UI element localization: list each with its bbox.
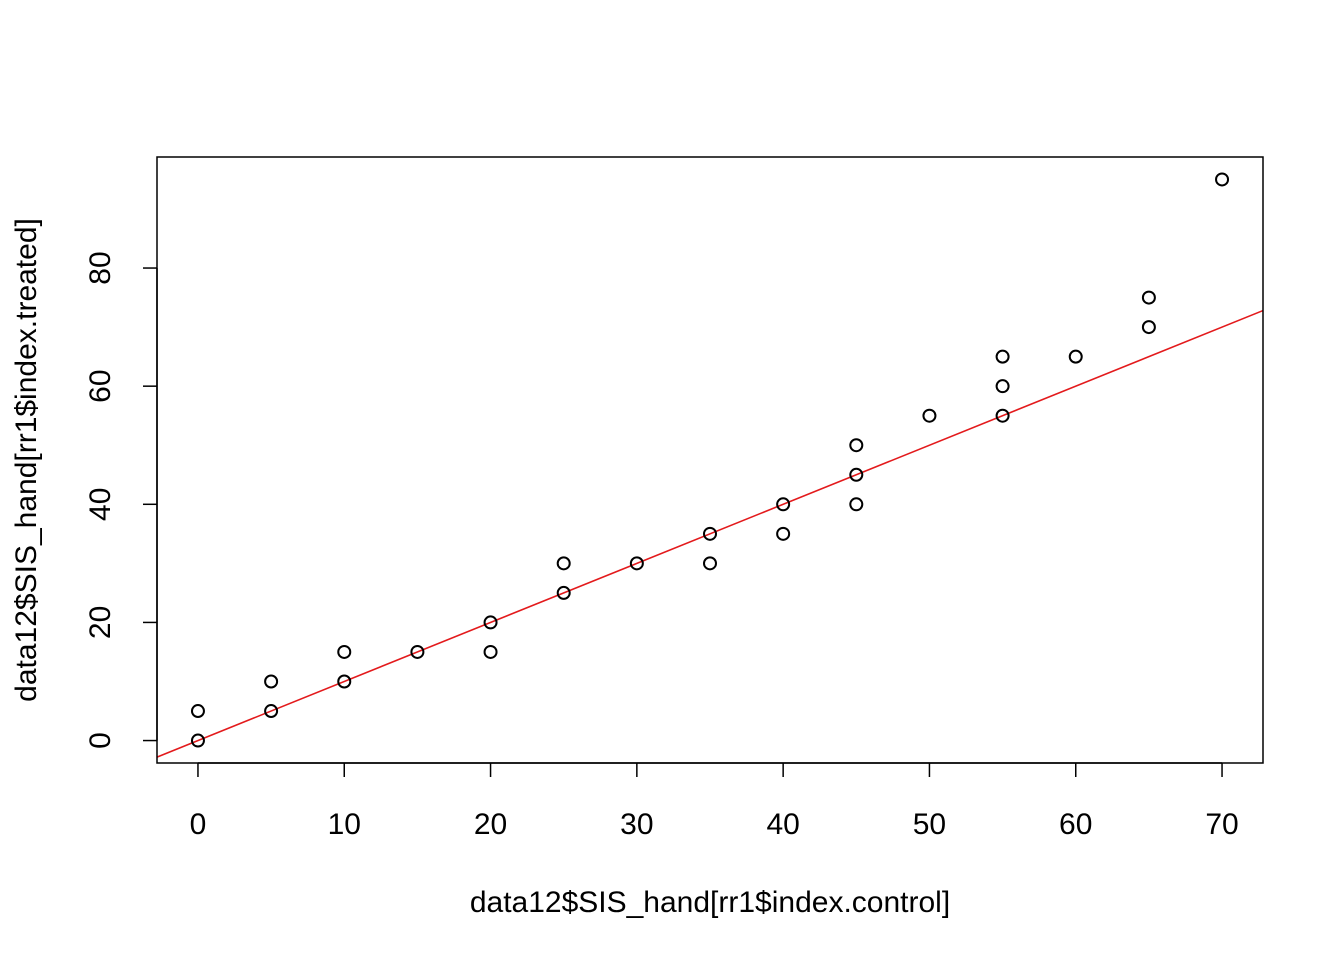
data-point <box>776 497 791 512</box>
data-point <box>337 674 352 689</box>
data-point <box>190 704 205 719</box>
data-point <box>703 526 717 541</box>
x-tick-label: 10 <box>328 808 361 841</box>
y-axis: 0 20 40 60 80 <box>84 251 158 749</box>
data-point <box>556 585 571 600</box>
data-point <box>410 644 425 659</box>
x-tick-label: 20 <box>474 808 507 841</box>
data-point <box>556 556 571 571</box>
data-point <box>1141 320 1156 335</box>
x-tick-label: 50 <box>913 808 946 841</box>
data-point <box>483 644 498 659</box>
y-axis-title: data12$SIS_hand[rr1$index.treated] <box>10 218 43 702</box>
data-point <box>1141 290 1156 305</box>
data-point <box>629 556 644 571</box>
y-tick-label: 0 <box>84 732 117 749</box>
data-point <box>1068 349 1083 364</box>
data-point <box>849 467 864 482</box>
reference-line <box>157 309 1263 758</box>
data-point <box>776 526 791 541</box>
y-tick-label: 20 <box>84 606 117 639</box>
x-axis-title: data12$SIS_hand[rr1$index.control] <box>470 886 950 919</box>
data-point <box>922 408 937 423</box>
x-tick-label: 0 <box>190 808 207 841</box>
plot-marks <box>157 172 1263 758</box>
data-point <box>190 733 205 748</box>
data-point <box>264 704 279 719</box>
data-point <box>849 497 864 512</box>
x-tick-label: 60 <box>1059 808 1092 841</box>
data-point <box>995 349 1010 364</box>
y-tick-label: 40 <box>84 488 117 521</box>
x-tick-label: 40 <box>766 808 799 841</box>
x-tick-label: 30 <box>620 808 653 841</box>
x-tick-label: 70 <box>1205 808 1238 841</box>
data-point <box>703 556 717 571</box>
data-point <box>483 615 498 630</box>
data-point <box>1215 172 1230 187</box>
data-point <box>264 674 279 689</box>
data-point <box>995 408 1010 423</box>
x-axis: 0 10 20 30 40 50 60 70 <box>190 762 1239 841</box>
data-point <box>337 644 352 659</box>
y-tick-label: 60 <box>84 369 117 402</box>
data-point <box>849 438 864 453</box>
y-tick-label: 80 <box>84 251 117 284</box>
data-point <box>995 379 1010 394</box>
